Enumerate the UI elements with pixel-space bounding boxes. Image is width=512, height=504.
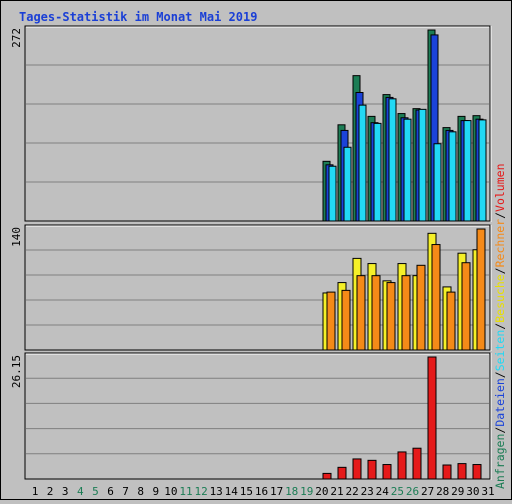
bar-volumen-day-28 [427,356,437,480]
y-max-label: 140 [10,227,23,247]
bar-volumen-day-29 [442,464,452,480]
bar-seiten-day-29 [448,131,457,222]
x-axis-labels: 1 2 3 4 5 6 7 8 9 10 11 12 13 14 15 16 17 18 19 20 21 22 23 24 2… [32,485,495,498]
panel-volumen: 26.15 [10,352,492,480]
legend-item-anfragen: Anfragen [493,434,507,489]
x-tick-label-day-20: 20 [315,485,328,498]
x-tick-label-day-8: 8 [137,485,144,498]
legend-separator: / [493,427,507,434]
legend-item-rechner: Rechner [493,219,507,268]
x-tick-label-day-6: 6 [107,485,114,498]
bar-volumen-day-23 [352,458,362,480]
legend-separator: / [493,323,507,330]
legend-item-volumen: Volumen [493,164,507,212]
chart-title: Tages-Statistik im Monat Mai 2019 [19,10,257,24]
bar-seiten-day-28 [433,143,442,222]
x-tick-label-day-12: 12 [194,485,207,498]
bar-rechner-day-24 [371,275,381,351]
x-tick-label-day-31: 31 [481,485,494,498]
bar-seiten-day-30 [463,120,472,222]
x-tick-label-day-28: 28 [436,485,449,498]
x-tick-label-day-24: 24 [376,485,390,498]
x-tick-label-day-18: 18 [285,485,298,498]
bar-rechner-day-21 [326,291,336,351]
bar-rechner-day-23 [356,275,366,351]
bar-volumen-day-31 [472,464,482,480]
bar-rechner-day-29 [446,291,456,351]
bar-rechner-day-30 [461,262,471,351]
bar-rechner-day-31 [476,228,486,351]
bar-rechner-day-25 [386,282,396,351]
panel-anfragen: 272 [10,25,492,222]
bar-seiten-day-25 [388,98,397,222]
bar-seiten-day-24 [373,122,382,222]
x-tick-label-day-16: 16 [255,485,268,498]
x-tick-label-day-9: 9 [152,485,159,498]
x-tick-label-day-21: 21 [330,485,343,498]
legend: Anfragen/Dateien/Seiten/Besuche/Rechner/… [493,164,507,490]
y-max-label: 272 [10,28,23,48]
x-tick-label-day-11: 11 [179,485,192,498]
x-tick-label-day-5: 5 [92,485,99,498]
bar-rechner-day-28 [431,244,441,351]
bar-rechner-day-26 [401,275,411,351]
x-tick-label-day-17: 17 [270,485,283,498]
bar-seiten-day-22 [343,146,352,222]
bar-seiten-day-23 [358,104,367,222]
bar-volumen-day-22 [337,466,347,480]
x-tick-label-day-25: 25 [391,485,404,498]
legend-separator: / [493,371,507,378]
y-max-label: 26.15 [10,355,23,388]
bar-rechner-day-22 [341,289,351,351]
x-tick-label-day-7: 7 [122,485,129,498]
bar-rechner-day-27 [416,264,426,351]
bar-seiten-day-26 [403,118,412,222]
panel-besuche: 140 [10,224,492,351]
legend-item-dateien: Dateien [493,378,507,426]
bar-volumen-day-27 [412,447,422,480]
x-tick-label-day-23: 23 [361,485,374,498]
x-tick-label-day-19: 19 [300,485,313,498]
x-tick-label-day-26: 26 [406,485,419,498]
bar-volumen-day-21 [322,472,332,480]
x-tick-label-day-15: 15 [240,485,253,498]
x-tick-label-day-22: 22 [345,485,358,498]
legend-separator: / [493,267,507,274]
bar-volumen-day-30 [457,463,467,480]
x-tick-label-day-10: 10 [164,485,177,498]
bar-volumen-day-26 [397,451,407,480]
x-tick-label-day-27: 27 [421,485,434,498]
bar-volumen-day-24 [367,459,377,480]
x-tick-label-day-3: 3 [62,485,69,498]
x-tick-label-day-14: 14 [225,485,239,498]
x-tick-label-day-4: 4 [77,485,84,498]
x-tick-label-day-13: 13 [210,485,223,498]
x-tick-label-day-1: 1 [32,485,39,498]
legend-item-seiten: Seiten [493,330,507,372]
bar-seiten-day-31 [478,119,487,222]
bar-seiten-day-27 [418,108,427,222]
x-tick-label-day-30: 30 [466,485,479,498]
bar-volumen-day-25 [382,464,392,480]
legend-item-besuche: Besuche [493,274,507,323]
x-tick-label-day-29: 29 [451,485,464,498]
bar-seiten-day-21 [328,165,337,222]
chart-panels: 272 140 26.15 [10,25,492,480]
x-tick-label-day-2: 2 [47,485,54,498]
legend-separator: / [493,212,507,219]
